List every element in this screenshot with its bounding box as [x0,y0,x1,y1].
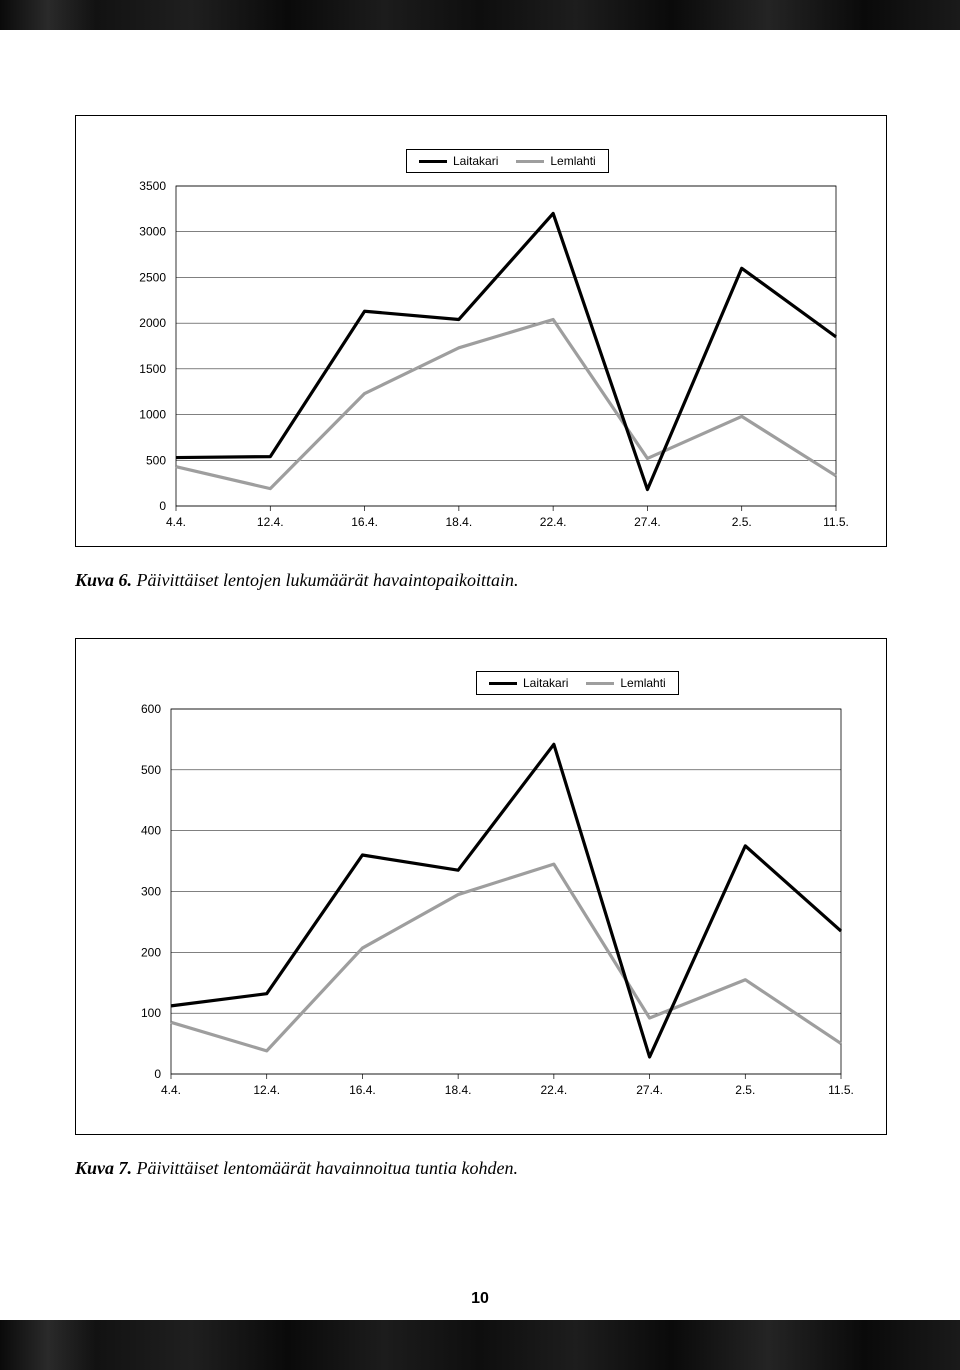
svg-text:2500: 2500 [139,270,166,284]
caption-1-text: Päivittäiset lentojen lukumäärät havaint… [132,570,518,590]
svg-text:500: 500 [141,763,161,777]
svg-text:2.5.: 2.5. [732,515,752,529]
svg-text:300: 300 [141,885,161,899]
svg-text:11.5.: 11.5. [828,1083,854,1097]
svg-text:2.5.: 2.5. [735,1083,755,1097]
legend-item: Lemlahti [516,154,595,168]
legend-item: Lemlahti [586,676,665,690]
svg-text:100: 100 [141,1006,161,1020]
svg-text:200: 200 [141,945,161,959]
svg-text:16.4.: 16.4. [349,1083,376,1097]
svg-text:27.4.: 27.4. [634,515,661,529]
legend-item: Laitakari [489,676,568,690]
header-texture-strip [0,0,960,30]
legend-line-icon [516,160,544,163]
caption-1: Kuva 6. Päivittäiset lentojen lukumäärät… [75,570,518,591]
legend-line-icon [489,682,517,685]
legend-label: Lemlahti [550,154,595,168]
svg-text:500: 500 [146,453,166,467]
legend-line-icon [419,160,447,163]
legend-item: Laitakari [419,154,498,168]
chart-2-container: 0 100 200 300 400 500 600 4.4. 12.4. 16.4. 18.4. 22… [75,638,887,1135]
caption-2-label: Kuva 7. [75,1158,132,1178]
svg-text:1500: 1500 [139,362,166,376]
legend-label: Lemlahti [620,676,665,690]
svg-text:4.4.: 4.4. [161,1083,181,1097]
svg-text:2000: 2000 [139,316,166,330]
page-number: 10 [0,1290,960,1308]
svg-text:1000: 1000 [139,408,166,422]
legend-label: Laitakari [523,676,568,690]
page: 05001000150020002500300035004.4.12.4.16.… [0,0,960,1370]
svg-text:27.4.: 27.4. [636,1083,663,1097]
caption-2: Kuva 7. Päivittäiset lentomäärät havainn… [75,1158,518,1179]
svg-text:18.4.: 18.4. [446,515,473,529]
svg-text:22.4.: 22.4. [540,515,567,529]
legend-label: Laitakari [453,154,498,168]
svg-text:3000: 3000 [139,225,166,239]
legend-line-icon [586,682,614,685]
chart-1-legend: Laitakari Lemlahti [406,149,609,173]
svg-text:22.4.: 22.4. [541,1083,568,1097]
caption-2-text: Päivittäiset lentomäärät havainnoitua tu… [132,1158,518,1178]
chart-1-container: 0 500 1000 1500 2000 2500 3000 3500 4.4. 12.4. 16.… [75,115,887,547]
chart-1-svg: 0 500 1000 1500 2000 2500 3000 3500 4.4. 12.4. 16.… [76,116,886,546]
chart-2-svg: 0 100 200 300 400 500 600 4.4. 12.4. 16.4. 18.4. 22… [76,639,886,1134]
svg-text:12.4.: 12.4. [253,1083,280,1097]
footer-texture-strip [0,1320,960,1370]
svg-text:12.4.: 12.4. [257,515,284,529]
svg-text:11.5.: 11.5. [823,515,849,529]
svg-text:3500: 3500 [139,179,166,193]
chart-2-legend: Laitakari Lemlahti [476,671,679,695]
svg-text:400: 400 [141,824,161,838]
svg-text:0: 0 [154,1067,161,1081]
svg-text:600: 600 [141,702,161,716]
svg-text:18.4.: 18.4. [445,1083,472,1097]
svg-text:0: 0 [159,499,166,513]
svg-text:4.4.: 4.4. [166,515,186,529]
caption-1-label: Kuva 6. [75,570,132,590]
svg-text:16.4.: 16.4. [351,515,378,529]
